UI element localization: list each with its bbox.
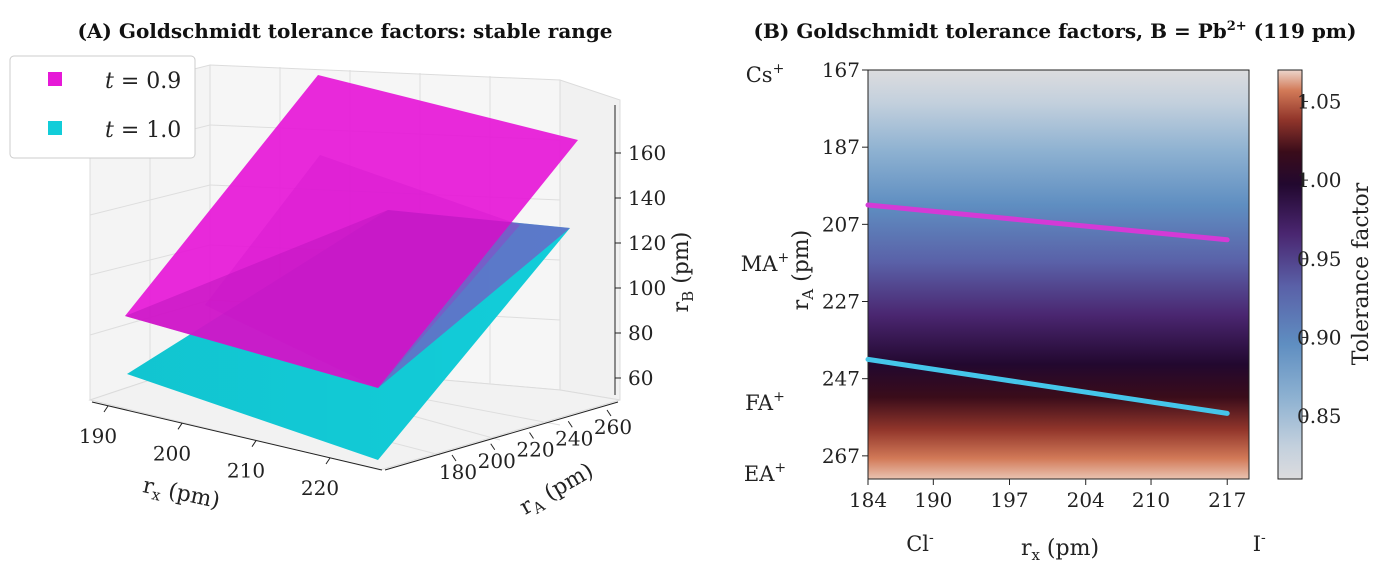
surface-overlap — [125, 210, 570, 388]
ion-label-cl: Cl- — [906, 530, 934, 556]
colorbar-label: Tolerance factor — [1349, 182, 1374, 365]
panel-a: (A) Goldschmidt tolerance factors: stabl… — [9, 19, 697, 523]
y-tick-mark — [451, 454, 457, 462]
colorbar-gradient — [1278, 70, 1302, 479]
heatmap-x-tick-label: 210 — [1132, 488, 1170, 512]
x-tick-label: 210 — [227, 459, 265, 483]
heatmap-y-tick-label: 227 — [822, 290, 860, 314]
z-tick-label: 140 — [628, 186, 666, 210]
ion-label-cs: Cs+ — [746, 61, 785, 87]
colorbar-tick-label: 0.90 — [1297, 325, 1342, 349]
z-tick-label: 100 — [628, 276, 666, 300]
heatmap-y-tick-label: 267 — [822, 444, 860, 468]
heatmap-x-label: rx (pm) — [1021, 536, 1099, 564]
z-axis: 60 80 100 120 140 160 rB (pm) — [614, 105, 697, 395]
heatmap-y-tick-label: 167 — [822, 58, 860, 82]
x-tick-label: 200 — [153, 441, 191, 465]
colorbar-tick-label: 1.00 — [1297, 168, 1342, 192]
z-tick-label: 120 — [628, 231, 666, 255]
y-tick-label: 200 — [478, 449, 516, 473]
ion-label-ea: EA+ — [744, 460, 786, 486]
y-tick-mark — [606, 409, 612, 417]
y-tick-label: 180 — [439, 460, 477, 484]
y-tick-mark — [490, 443, 496, 451]
colorbar-tick-label: 1.05 — [1297, 89, 1342, 113]
z-tick-label: 60 — [628, 366, 653, 390]
legend: t = 0.9 t = 1.0 — [9, 55, 196, 159]
colorbar: 0.85 0.90 0.95 1.00 1.05 Tolerance factor — [1277, 69, 1374, 480]
y-tick-mark — [567, 420, 573, 428]
legend-label-t-1-0: t = 1.0 — [105, 118, 181, 143]
y-tick-mark — [529, 432, 534, 439]
heatmap-x-tick-label: 184 — [849, 488, 887, 512]
heatmap-y-tick-label: 187 — [822, 135, 860, 159]
y-axis-label: rA (pm) — [516, 458, 600, 522]
panel-b-title: (B) Goldschmidt tolerance factors, B = P… — [754, 19, 1357, 43]
x-tick-mark — [177, 423, 183, 430]
colorbar-tick-label: 0.85 — [1297, 404, 1342, 428]
heatmap-y-tick-label: 207 — [822, 212, 860, 236]
right-pane — [559, 79, 621, 401]
heatmap-x-tick-label: 204 — [1067, 488, 1105, 512]
legend-swatch-t-0-9 — [48, 72, 62, 86]
heatmap-y-label: rA (pm) — [789, 230, 817, 310]
x-tick-label: 190 — [79, 424, 117, 448]
x-axis-label: rx (pm) — [140, 473, 222, 517]
z-tick-label: 160 — [628, 141, 666, 165]
x-tick-label: 220 — [301, 476, 339, 500]
panel-b: (B) Goldschmidt tolerance factors, B = P… — [741, 19, 1374, 564]
surface-t-0-9 — [125, 75, 578, 388]
contour-t-0-9 — [865, 202, 1230, 243]
heatmap-x-tick-label: 197 — [990, 488, 1028, 512]
x-tick-mark — [251, 440, 257, 447]
y-tick-label: 240 — [555, 426, 593, 450]
x-tick-mark — [325, 457, 331, 465]
x-tick-mark — [103, 405, 109, 413]
ion-label-fa: FA+ — [745, 389, 785, 415]
heatmap-x-tick-label: 190 — [914, 488, 952, 512]
heatmap-y-tick-label: 247 — [822, 367, 860, 391]
legend-swatch-t-1-0 — [48, 121, 62, 135]
z-axis-label: rB (pm) — [669, 232, 697, 313]
y-tick-label: 260 — [594, 415, 632, 439]
y-tick-label: 220 — [516, 438, 554, 462]
ion-label-i: I- — [1253, 530, 1266, 556]
colorbar-tick-label: 0.95 — [1297, 247, 1342, 271]
heatmap-frame — [867, 69, 1250, 480]
heatmap — [868, 70, 1249, 479]
panel-a-title: (A) Goldschmidt tolerance factors: stabl… — [77, 19, 612, 43]
heatmap-x-tick-label: 217 — [1208, 488, 1246, 512]
z-tick-label: 80 — [628, 321, 653, 345]
ion-label-ma: MA+ — [741, 250, 789, 276]
contour-t-1 — [865, 356, 1230, 416]
legend-label-t-0-9: t = 0.9 — [105, 69, 181, 94]
